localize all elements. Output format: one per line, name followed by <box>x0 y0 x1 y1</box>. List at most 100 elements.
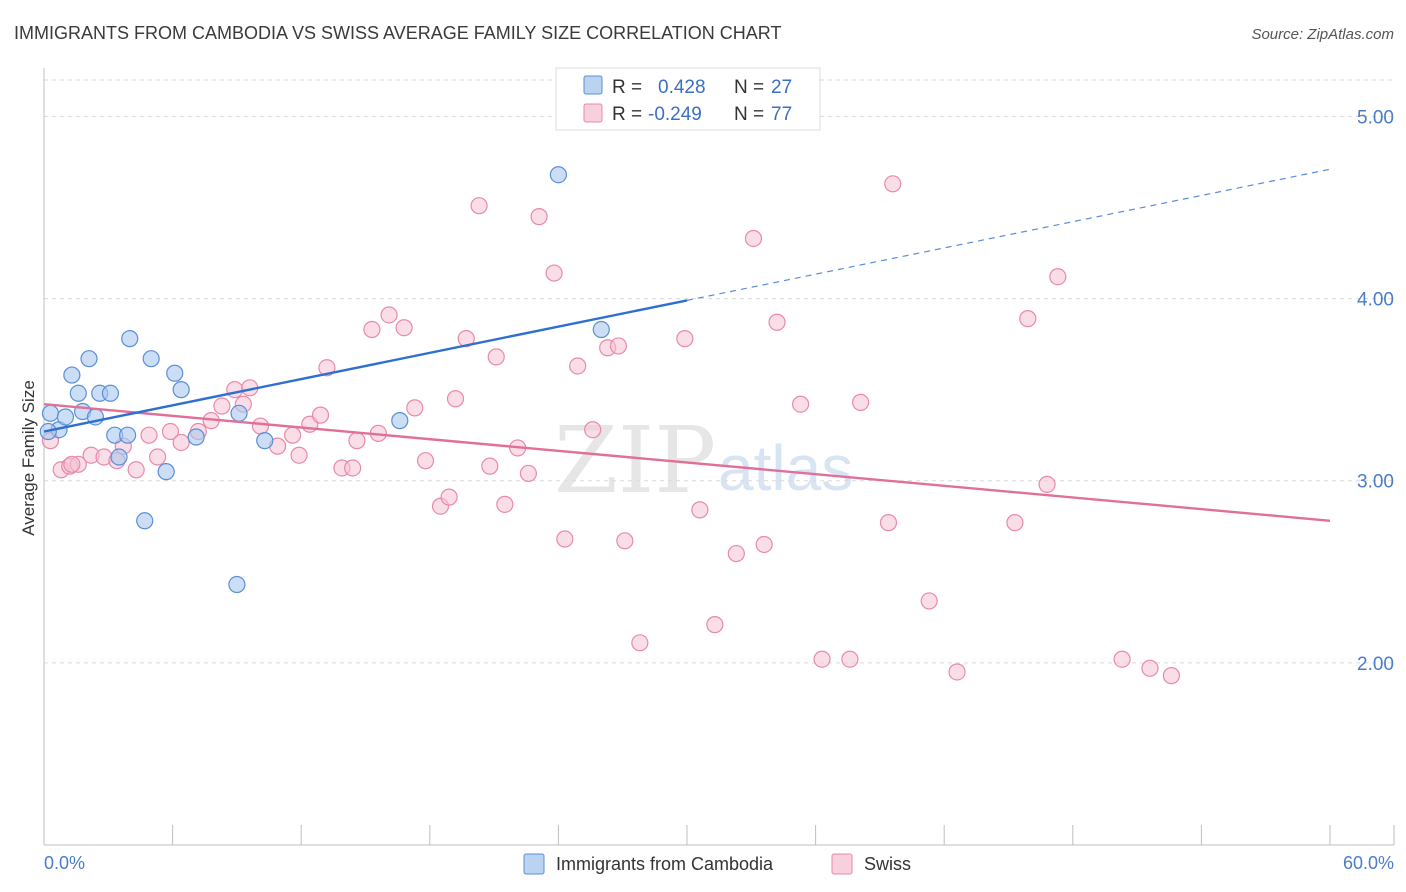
swiss-point <box>1049 268 1067 286</box>
y-tick-labels: 2.00 3.00 4.00 5.00 <box>1357 107 1394 674</box>
swiss-point <box>727 544 745 563</box>
swiss-point <box>416 452 435 470</box>
swiss-point <box>1162 667 1180 685</box>
swiss-point <box>884 175 902 193</box>
legend-n-label-cambodia: N = <box>734 77 764 98</box>
x-tick-label-max: 60.0% <box>1343 853 1394 873</box>
swiss-point <box>609 337 628 355</box>
legend-r-label-swiss: R = <box>612 104 642 125</box>
swiss-point <box>676 330 694 348</box>
swiss-point <box>226 381 244 399</box>
swiss-point <box>519 464 537 483</box>
legend-swatch-swiss <box>583 103 603 123</box>
series-legend-swatch-swiss <box>831 853 853 875</box>
swiss-point <box>496 495 514 513</box>
swiss-point <box>879 514 898 532</box>
swiss-point <box>1006 514 1024 532</box>
watermark: ZIP atlas <box>554 407 853 514</box>
swiss-point <box>852 393 870 411</box>
y-axis-label: Average Family Size <box>19 380 38 536</box>
swiss-point <box>290 446 308 464</box>
legend-r-value-cambodia: 0.428 <box>658 77 706 98</box>
cambodia-point <box>56 408 75 426</box>
grid-layer <box>44 79 1394 664</box>
legend-r-label-cambodia: R = <box>612 77 642 98</box>
swiss-point <box>569 357 587 375</box>
swiss-point <box>284 426 302 444</box>
cambodia-point <box>80 350 98 368</box>
swiss-point <box>948 663 966 681</box>
swiss-point <box>744 229 763 248</box>
swiss-point <box>127 461 145 479</box>
legend-swatch-cambodia <box>583 75 603 95</box>
cambodia-trend-extension <box>686 168 1331 301</box>
swiss-point <box>406 399 424 417</box>
cambodia-point <box>187 428 205 446</box>
cambodia-point <box>110 448 128 466</box>
cambodia-point <box>101 384 120 402</box>
series-legend-label-cambodia: Immigrants from Cambodia <box>556 854 774 874</box>
cambodia-point <box>121 330 139 348</box>
swiss-point <box>813 650 831 668</box>
cambodia-point <box>69 384 87 402</box>
swiss-point <box>556 530 574 548</box>
swiss-point <box>1019 310 1037 328</box>
swiss-point <box>318 359 336 377</box>
swiss-point <box>755 535 773 554</box>
legend-n-label-swiss: N = <box>734 104 764 125</box>
swiss-point <box>395 319 413 337</box>
swiss-point <box>841 650 859 668</box>
swiss-point <box>1113 650 1131 668</box>
series-legend-swatch-cambodia <box>523 853 545 875</box>
swiss-point <box>213 397 231 415</box>
y-tick-label: 3.00 <box>1357 472 1394 493</box>
swiss-point <box>545 264 563 282</box>
correlation-legend: R = 0.428 N = 27 R = -0.249 N = 77 <box>555 67 821 131</box>
swiss-point <box>63 455 81 473</box>
cambodia-point <box>166 364 184 382</box>
swiss-point <box>172 433 190 452</box>
swiss-point <box>920 592 938 610</box>
axis-layer <box>43 68 1395 846</box>
cambodia-point <box>157 463 175 481</box>
swiss-point <box>584 421 602 439</box>
swiss-point <box>161 422 180 441</box>
swiss-point <box>148 448 167 466</box>
cambodia-point <box>142 350 160 368</box>
swiss-point <box>446 390 465 408</box>
source-label: Source: ZipAtlas.com <box>1251 26 1394 43</box>
swiss-point <box>487 348 505 366</box>
cambodia-point <box>41 404 60 422</box>
cambodia-point <box>228 575 246 594</box>
swiss-point <box>1141 659 1159 677</box>
swiss-point <box>380 306 398 324</box>
swiss-point <box>311 406 330 424</box>
x-tick-label-min: 0.0% <box>44 853 85 873</box>
legend-r-value-swiss: -0.249 <box>648 104 702 125</box>
cambodia-point <box>391 412 409 430</box>
swiss-point <box>616 532 634 550</box>
swiss-point <box>363 320 381 339</box>
swiss-point <box>140 426 158 444</box>
cambodia-point <box>118 426 137 444</box>
cambodia-point <box>172 381 190 399</box>
swiss-point <box>470 197 488 215</box>
cambodia-point <box>549 166 568 184</box>
legend-n-value-swiss: 77 <box>771 104 792 125</box>
trend-lines <box>43 168 1331 522</box>
cambodia-point <box>256 432 274 450</box>
watermark-zip: ZIP <box>554 407 716 514</box>
swiss-point <box>344 459 362 477</box>
cambodia-point <box>592 320 610 339</box>
swiss-point <box>791 395 810 413</box>
y-tick-label: 2.00 <box>1357 654 1394 675</box>
legend-n-value-cambodia: 27 <box>771 77 792 98</box>
swiss-point <box>481 457 499 475</box>
swiss-point <box>530 208 548 226</box>
swiss-point <box>348 432 366 450</box>
swiss-point <box>768 313 786 331</box>
swiss-point <box>1038 475 1056 493</box>
series-legend: Immigrants from Cambodia Swiss <box>523 853 911 875</box>
